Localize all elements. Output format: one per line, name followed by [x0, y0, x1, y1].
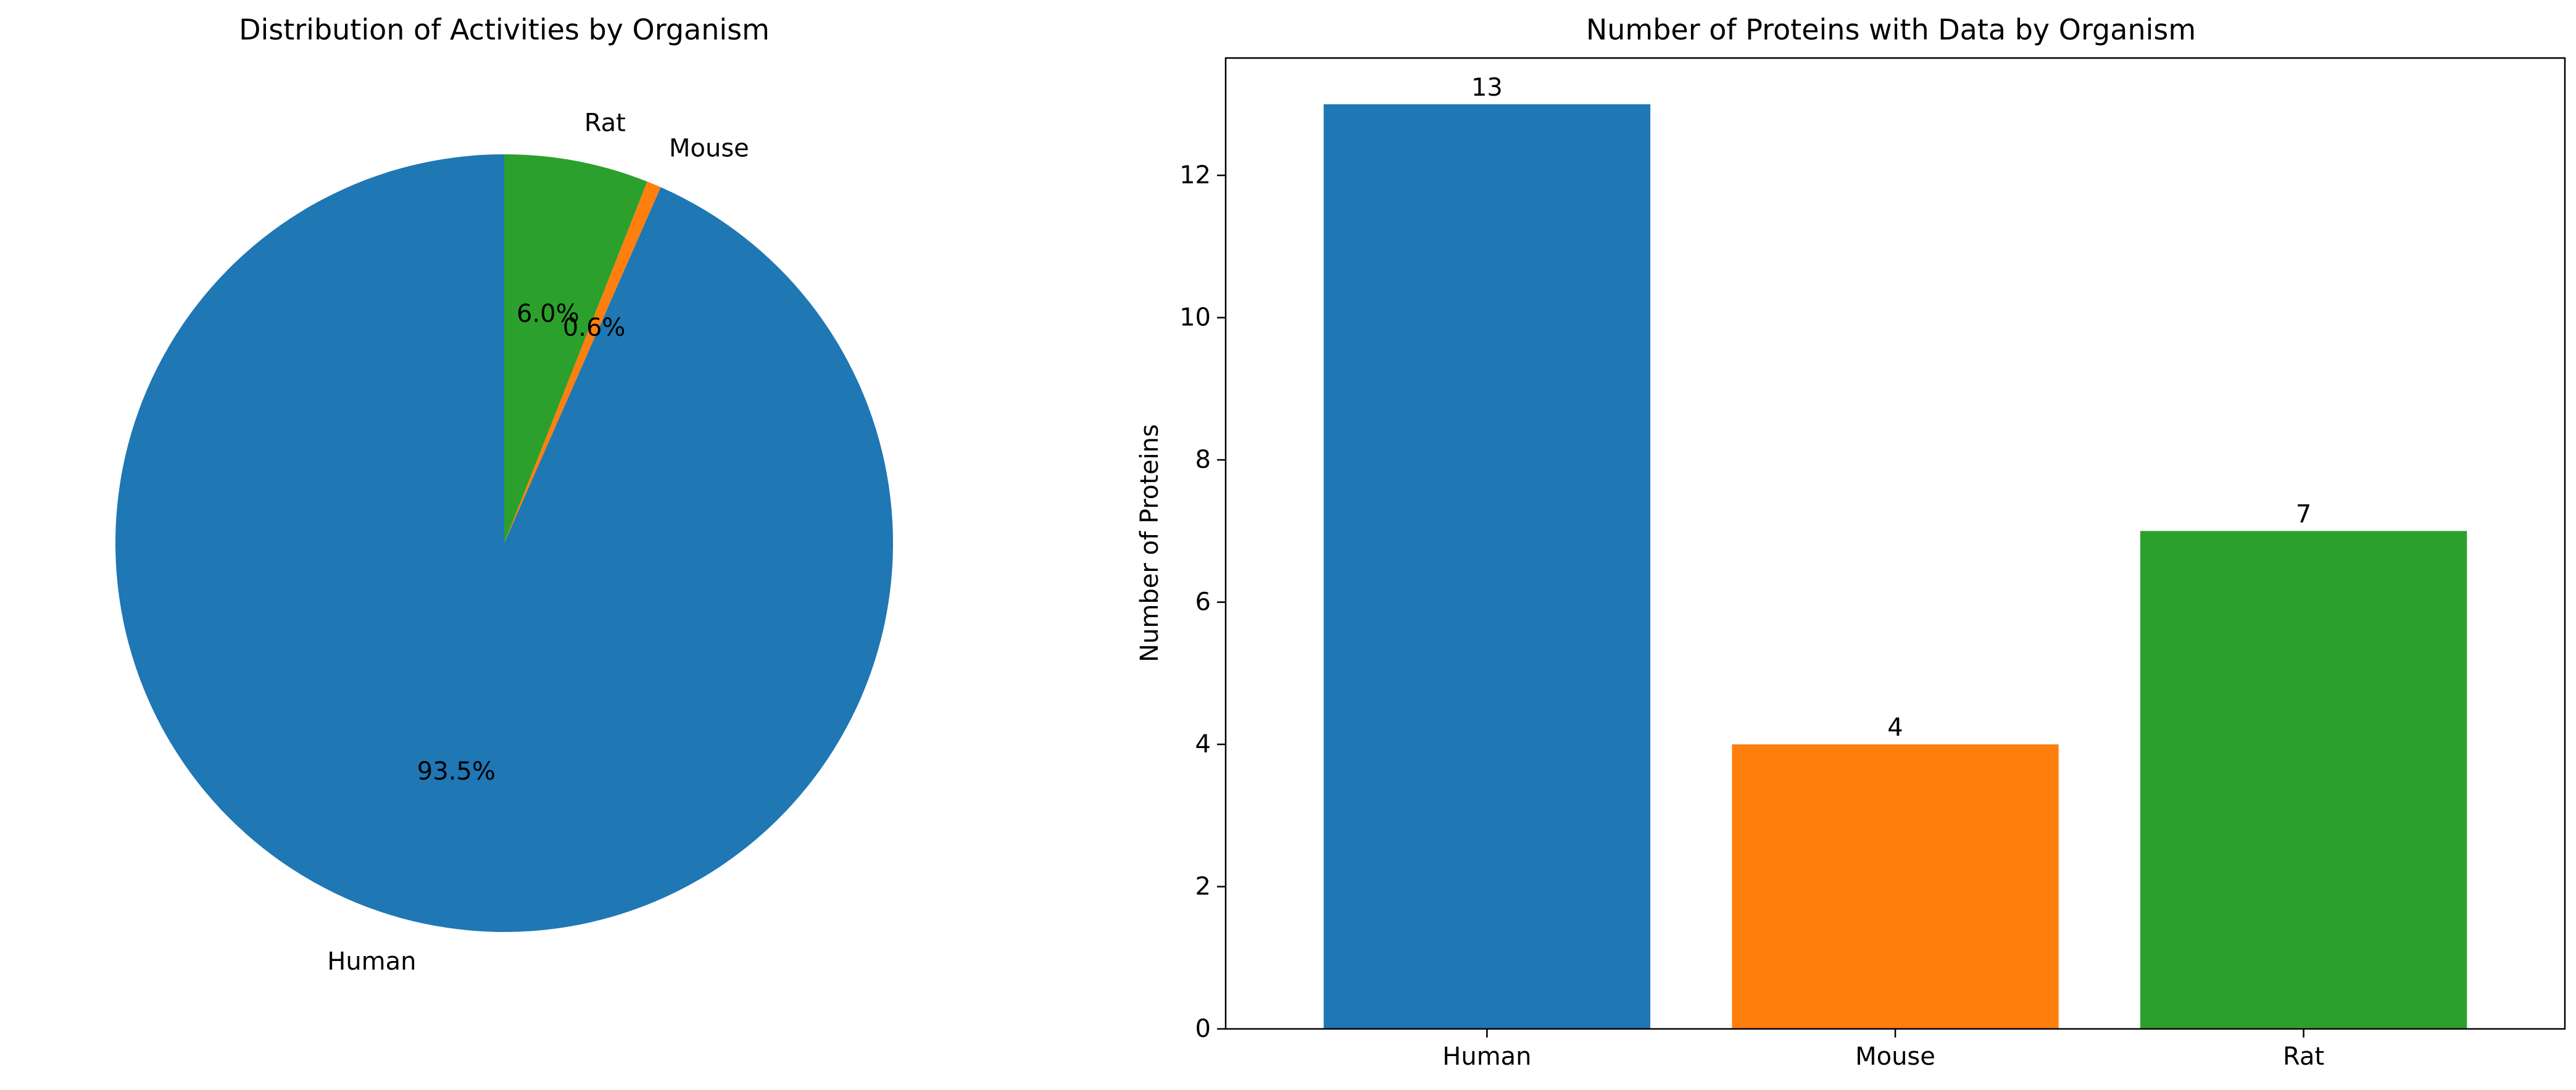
pie-chart-title: Distribution of Activities by Organism	[239, 13, 770, 46]
bar-value-label-mouse: 4	[1887, 713, 1903, 742]
pie-label-human: Human	[327, 947, 416, 976]
y-tick-label-12: 12	[1179, 161, 1211, 189]
bar-value-label-rat: 7	[2296, 500, 2311, 528]
bar-rat	[2140, 531, 2467, 1029]
x-tick-label-human: Human	[1442, 1042, 1531, 1071]
pie-slice-mouse	[504, 181, 661, 543]
bar-mouse	[1732, 744, 2059, 1029]
pie-slice-human	[115, 154, 894, 932]
pie-slices	[115, 154, 894, 932]
x-tick-label-mouse: Mouse	[1855, 1042, 1935, 1071]
y-axis-label: Number of Proteins	[1136, 424, 1164, 662]
bar-value-labels: 13 4 7	[1471, 73, 2311, 742]
bar-chart-title: Number of Proteins with Data by Organism	[1586, 13, 2196, 46]
y-tick-label-8: 8	[1195, 446, 1211, 474]
y-tick-label-6: 6	[1195, 588, 1211, 617]
bar-bars	[1323, 104, 2467, 1029]
bar-chart: Number of Proteins with Data by Organism…	[1136, 13, 2566, 1071]
pie-slice-rat	[504, 154, 647, 543]
y-tick-label-4: 4	[1195, 730, 1211, 759]
pie-pct-label-human: 93.5%	[417, 757, 496, 786]
y-tick-label-2: 2	[1195, 873, 1211, 901]
pie-label-mouse: Mouse	[669, 135, 749, 163]
y-tick-label-10: 10	[1179, 304, 1211, 332]
pie-pct-label-rat: 6.0%	[517, 300, 580, 328]
pie-chart: Distribution of Activities by Organism H…	[115, 13, 894, 976]
y-tick-label-0: 0	[1195, 1015, 1211, 1043]
x-axis: Human Mouse Rat	[1442, 1029, 2324, 1071]
y-axis: 0 2 4 6 8 10 12	[1179, 161, 1226, 1043]
pie-label-rat: Rat	[584, 109, 626, 137]
pie-pct-label-mouse: 0.6%	[563, 314, 626, 342]
bar-human	[1323, 104, 1651, 1029]
x-tick-label-rat: Rat	[2283, 1042, 2324, 1071]
bar-value-label-human: 13	[1471, 73, 1503, 102]
pie-labels: Human 93.5% Mouse 0.6% Rat 6.0%	[327, 109, 749, 976]
